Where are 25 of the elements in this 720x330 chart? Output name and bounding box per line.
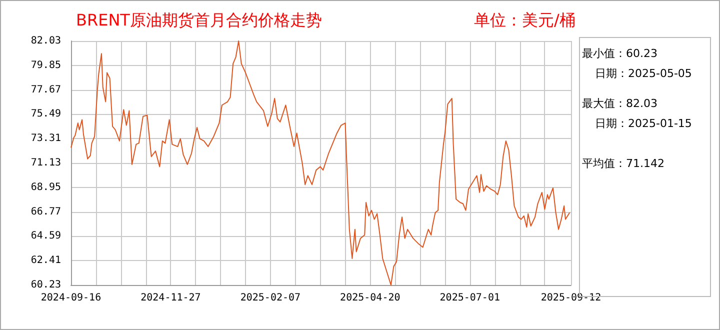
text: 日期：2025-01-15: [595, 116, 692, 131]
x-tick-label: 2025-02-07: [240, 292, 301, 304]
y-tick-label: 71.13: [30, 158, 61, 168]
x-tick-label: 2025-07-01: [440, 292, 500, 304]
text: 平均值：71.142: [582, 156, 664, 171]
y-tick-label: 82.03: [30, 36, 61, 46]
text: 日期：2025-05-05: [595, 66, 692, 81]
chart-subtitle: 单位：美元/桶: [474, 10, 576, 30]
text: 最大值：82.03: [582, 96, 658, 111]
y-tick-label: 75.49: [30, 108, 61, 120]
y-tick-label: 68.95: [30, 182, 61, 193]
y-tick-label: 79.85: [30, 60, 61, 71]
x-tick-label: 2025-09-12: [540, 292, 602, 304]
y-tick-label: 66.77: [30, 206, 61, 218]
chart-title: BRENT原油期货首月合约价格走势: [76, 10, 322, 30]
y-tick-label: 73.31: [30, 133, 61, 144]
y-tick-label: 64.59: [30, 230, 61, 242]
line-series: [70, 40, 570, 286]
x-tick-label: 2025-04-20: [340, 292, 400, 304]
y-tick-label: 77.67: [30, 84, 61, 96]
x-tick-label: 2024-11-27: [140, 292, 201, 304]
text: 最小值：60.23: [582, 46, 658, 61]
y-tick-label: 60.23: [30, 280, 61, 290]
x-tick-label: 2024-09-16: [40, 292, 102, 304]
y-tick-label: 62.41: [30, 255, 61, 266]
